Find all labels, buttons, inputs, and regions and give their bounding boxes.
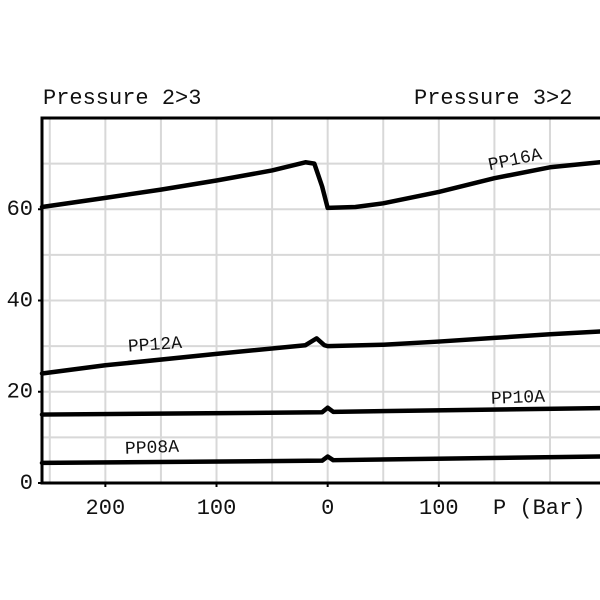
- right-title: Pressure 3>2: [414, 86, 572, 111]
- series-label: PP10A: [491, 388, 546, 410]
- y-tick-label: 40: [7, 288, 33, 313]
- series-line: [39, 160, 600, 211]
- series-line: [39, 405, 600, 417]
- x-tick-label: 100: [197, 496, 237, 521]
- x-tick-label: 200: [86, 496, 126, 521]
- y-tick-label: 20: [7, 380, 33, 405]
- y-tick-label: 0: [20, 471, 33, 496]
- x-tick-label: 0: [321, 496, 334, 521]
- x-axis-label: P (Bar): [493, 496, 585, 521]
- series-line: [39, 454, 600, 466]
- left-title: Pressure 2>3: [43, 86, 201, 111]
- series-label: PP12A: [127, 334, 182, 358]
- x-tick-label: 100: [419, 496, 459, 521]
- y-tick-label: 60: [7, 197, 33, 222]
- series-label: PP08A: [125, 438, 180, 460]
- series-line: [39, 329, 600, 376]
